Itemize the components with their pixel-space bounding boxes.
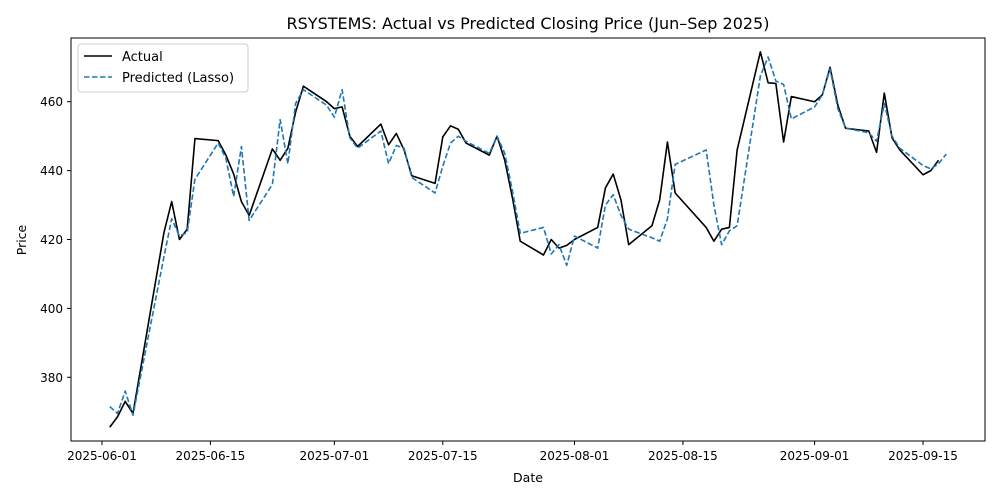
y-tick-label: 420: [40, 233, 63, 247]
x-tick-label: 2025-06-01: [67, 449, 137, 463]
y-tick-label: 400: [40, 302, 63, 316]
x-tick-label: 2025-07-15: [408, 449, 478, 463]
series-line-predicted: [109, 56, 947, 416]
x-tick-label: 2025-07-01: [299, 449, 369, 463]
plot-area: [109, 50, 947, 428]
y-tick-label: 380: [40, 371, 63, 385]
axes-frame: [70, 37, 986, 442]
x-tick-label: 2025-08-01: [540, 449, 610, 463]
series-line-actual: [109, 50, 940, 428]
legend-label-actual: Actual: [122, 50, 163, 65]
legend-box: [77, 43, 249, 93]
legend-label-predicted: Predicted (Lasso): [122, 71, 234, 86]
x-tick-label: 2025-09-15: [888, 449, 958, 463]
x-tick-label: 2025-09-01: [780, 449, 850, 463]
y-axis-label: Price: [14, 224, 29, 255]
x-tick-label: 2025-06-15: [176, 449, 246, 463]
y-tick-label: 460: [40, 95, 63, 109]
legend: Actual Predicted (Lasso): [77, 43, 249, 93]
y-axis: 380 400 420 440 460: [40, 95, 71, 385]
x-axis-label: Date: [513, 470, 543, 485]
x-tick-label: 2025-08-15: [648, 449, 718, 463]
x-axis: 2025-06-01 2025-06-15 2025-07-01 2025-07-15…: [67, 441, 958, 463]
y-tick-label: 440: [40, 164, 63, 178]
chart-title: RSYSTEMS: Actual vs Predicted Closing Pr…: [287, 14, 770, 33]
